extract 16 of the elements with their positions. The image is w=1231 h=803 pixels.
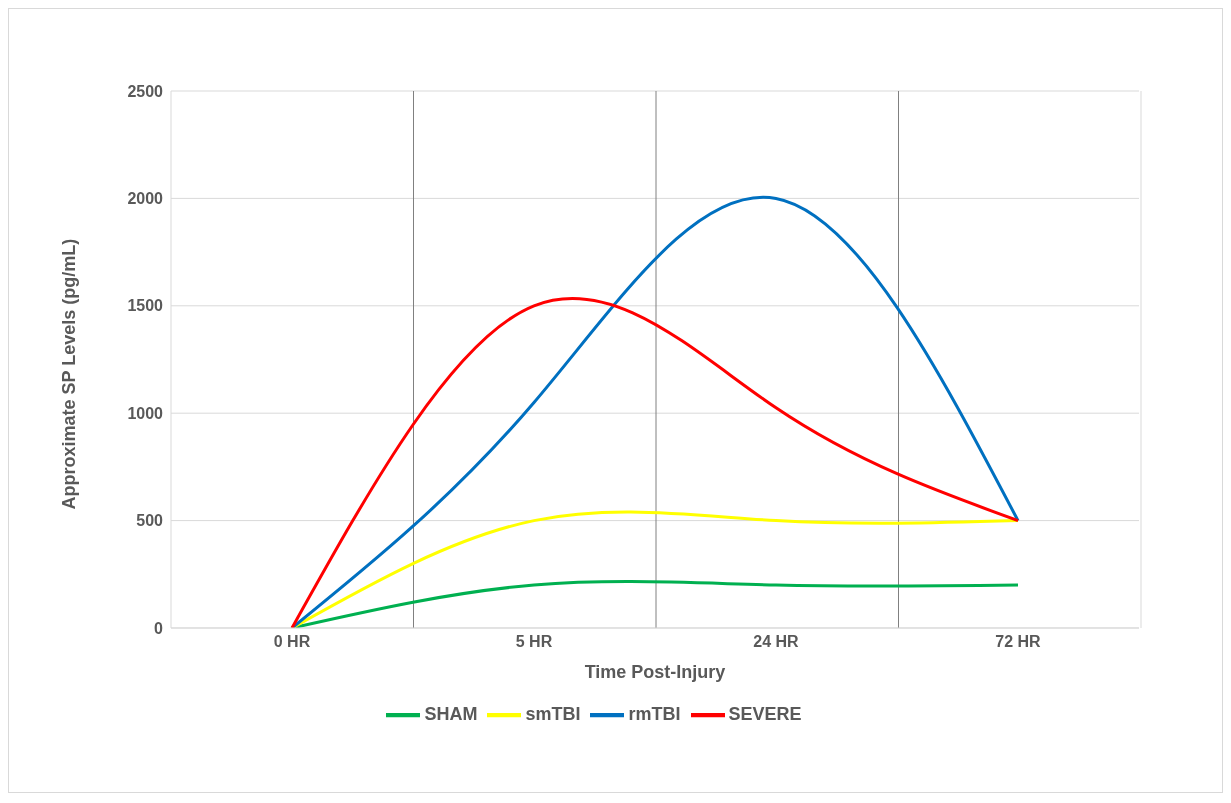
y-tick-label: 2000 — [127, 190, 164, 208]
legend-label: SEVERE — [728, 703, 802, 724]
legend-label: rmTBI — [628, 703, 681, 724]
x-tick-label: 5 HR — [515, 633, 553, 651]
y-tick-label: 500 — [136, 512, 164, 530]
x-tick-label: 72 HR — [995, 633, 1042, 651]
y-tick-label: 1000 — [127, 404, 164, 422]
y-tick-label: 0 — [154, 619, 164, 637]
x-tick-label: 0 HR — [273, 633, 311, 651]
x-axis-title: Time Post-Injury — [584, 662, 726, 682]
legend-label: SHAM — [424, 703, 478, 724]
y-axis-title: Approximate SP Levels (pg/mL) — [59, 238, 80, 510]
y-tick-label: 2500 — [127, 82, 164, 100]
x-tick-label: 24 HR — [753, 633, 800, 651]
y-tick-label: 1500 — [127, 297, 164, 315]
legend-label: smTBI — [525, 703, 581, 724]
